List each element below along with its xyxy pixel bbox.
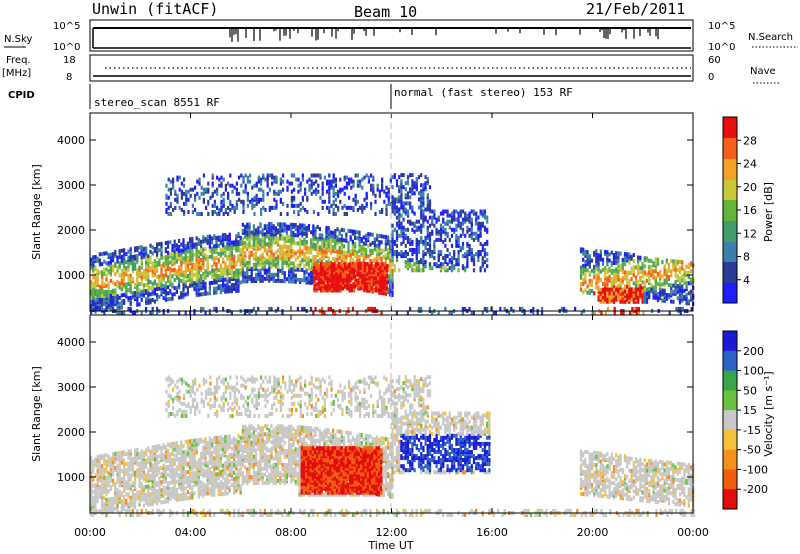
nsearch-tick-top: 10^5 bbox=[708, 21, 735, 32]
nsky-tick-bottom: 10^0 bbox=[53, 42, 80, 53]
freq-panel: Freq. [MHz] 18 8 60 0 Nave bbox=[2, 54, 780, 84]
velocity-ylabel: Slant Range [km] bbox=[30, 366, 43, 462]
power-colorbar-label: Power [dB] bbox=[762, 182, 775, 242]
velocity-colorbar-label: Velocity [m s⁻¹] bbox=[762, 371, 775, 456]
power-ytick-label: 3000 bbox=[57, 179, 85, 192]
nave-tick-bottom: 0 bbox=[708, 72, 714, 83]
time-tick-label: 08:00 bbox=[275, 526, 307, 539]
velocity-colorbar-tick: -15 bbox=[743, 424, 761, 437]
freq-label-top: Freq. bbox=[6, 55, 31, 66]
velocity-colorbar-tick: -100 bbox=[743, 463, 768, 476]
nsky-panel: N.Sky 10^5 10^0 10^5 10^0 N.Search bbox=[4, 19, 798, 53]
cpid-panel: CPID stereo_scan 8551 RF normal (fast st… bbox=[8, 84, 573, 109]
velocity-ytick-label: 3000 bbox=[57, 381, 85, 394]
freq-label-bottom: [MHz] bbox=[2, 68, 31, 79]
velocity-colorbar-tick: -50 bbox=[743, 444, 761, 457]
power-colorbar-tick: 28 bbox=[743, 134, 757, 147]
velocity-scatter bbox=[90, 375, 695, 517]
nsky-label: N.Sky bbox=[4, 34, 32, 45]
freq-tick-top: 18 bbox=[63, 55, 76, 66]
cpid-segment-2: normal (fast stereo) 153 RF bbox=[394, 86, 573, 99]
time-tick-label: 20:00 bbox=[577, 526, 609, 539]
power-panel: 1000 2000 3000 4000 Slant Range [km] 4 8 12 16… bbox=[30, 112, 775, 315]
time-tick-label: 16:00 bbox=[476, 526, 508, 539]
velocity-ytick-label: 4000 bbox=[57, 336, 85, 349]
cpid-label: CPID bbox=[8, 90, 35, 101]
time-tick-label: 00:00 bbox=[677, 526, 709, 539]
velocity-colorbar-tick: 200 bbox=[743, 345, 764, 358]
nsky-tick-top: 10^5 bbox=[53, 21, 80, 32]
power-colorbar-tick: 16 bbox=[743, 204, 757, 217]
power-colorbar: 4 8 12 16 20 24 28 bbox=[722, 116, 757, 304]
power-ytick-label: 1000 bbox=[57, 269, 85, 282]
velocity-colorbar-tick: 100 bbox=[743, 365, 764, 378]
cpid-segment-1: stereo_scan 8551 RF bbox=[94, 96, 220, 109]
power-colorbar-tick: 20 bbox=[743, 181, 757, 194]
nsky-trace bbox=[92, 27, 691, 49]
power-colorbar-tick: 12 bbox=[743, 227, 757, 240]
time-tick-label: 12:00 bbox=[376, 526, 408, 539]
power-ytick-label: 2000 bbox=[57, 224, 85, 237]
time-tick-label: 00:00 bbox=[74, 526, 106, 539]
beam-title: Beam 10 bbox=[354, 3, 417, 21]
velocity-colorbar: 200 100 50 15 -15 -50 -100 -200 bbox=[722, 330, 768, 510]
velocity-colorbar-tick: -200 bbox=[743, 483, 768, 496]
x-axis-label: Time UT bbox=[367, 539, 413, 552]
nave-label: Nave bbox=[750, 66, 776, 77]
velocity-ytick-label: 2000 bbox=[57, 426, 85, 439]
nsearch-tick-bottom: 10^0 bbox=[708, 42, 735, 53]
nsearch-label: N.Search bbox=[748, 32, 793, 43]
power-colorbar-tick: 8 bbox=[743, 251, 750, 264]
power-ytick-label: 4000 bbox=[57, 134, 85, 147]
power-scatter bbox=[90, 173, 695, 315]
freq-tick-bottom: 8 bbox=[66, 72, 72, 83]
power-colorbar-tick: 24 bbox=[743, 158, 757, 171]
time-tick-label: 04:00 bbox=[175, 526, 207, 539]
velocity-colorbar-tick: 50 bbox=[743, 384, 757, 397]
velocity-ytick-label: 1000 bbox=[57, 471, 85, 484]
date-title: 21/Feb/2011 bbox=[586, 0, 685, 18]
station-title: Unwin (fitACF) bbox=[92, 0, 218, 18]
velocity-colorbar-tick: 15 bbox=[743, 404, 757, 417]
power-colorbar-tick: 4 bbox=[743, 274, 750, 287]
nave-tick-top: 60 bbox=[708, 55, 721, 66]
velocity-panel: 1000 2000 3000 4000 Slant Range [km] 200 100… bbox=[30, 314, 775, 552]
power-ylabel: Slant Range [km] bbox=[30, 164, 43, 260]
